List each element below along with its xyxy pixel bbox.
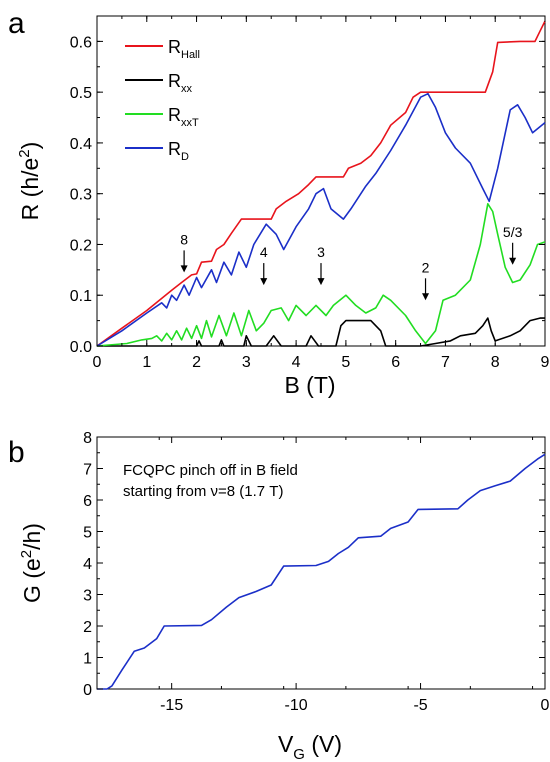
- legend-label: Rxx: [168, 71, 193, 95]
- x-tick-label: 4: [292, 354, 301, 371]
- x-tick-label: 5: [341, 354, 350, 371]
- annotation-label: 3: [317, 244, 325, 260]
- y-tick-label: 8: [83, 430, 92, 447]
- annotation-arrow-head: [422, 293, 430, 301]
- panel-b: b -15 -10 -5 0 0 1 2 3 4 5 6 7 8 FCQPC pinch off in …: [8, 430, 550, 762]
- panel-a-ylabel: R (h/e2): [16, 142, 43, 221]
- x-tick-label: 1: [142, 354, 151, 371]
- panel-b-note-line1: FCQPC pinch off in B field: [123, 462, 298, 479]
- x-tick-label: 0: [541, 697, 550, 714]
- y-tick-label: 6: [83, 493, 92, 510]
- panel-b-label: b: [8, 436, 25, 469]
- legend-label: RxxT: [168, 105, 199, 129]
- y-tick-label: 3: [83, 588, 92, 605]
- y-tick-label: 4: [83, 556, 92, 573]
- x-tick-label: -5: [413, 697, 427, 714]
- panel-a-label: a: [8, 7, 25, 40]
- x-tick-label: 3: [242, 354, 251, 371]
- annotation-label: 4: [260, 244, 268, 260]
- legend-label: RHall: [168, 37, 200, 61]
- y-tick-label: 0.1: [70, 288, 92, 305]
- y-tick-label: 1: [83, 651, 92, 668]
- y-tick-label: 0: [83, 682, 92, 699]
- panel-a: a 0 1 2 3 4 5 6 7 8 9 0.0 0.1 0.2 0.3 0.4 0.5 0.6 RHall R…: [8, 7, 550, 398]
- y-tick-label: 0.2: [70, 237, 92, 254]
- annotation-arrow-head: [509, 257, 517, 265]
- y-tick-label: 0.4: [70, 136, 92, 153]
- legend-label: RD: [168, 139, 189, 163]
- x-tick-label: 9: [541, 354, 550, 371]
- annotation-label: 8: [180, 231, 188, 247]
- y-tick-label: 0.0: [70, 339, 92, 356]
- x-tick-label: -15: [160, 697, 183, 714]
- panel-b-xlabel: VG (V): [278, 731, 342, 762]
- panel-b-note-line2: starting from ν=8 (1.7 T): [123, 483, 283, 500]
- panel-b-ylabel: G (e2/h): [18, 523, 45, 603]
- series-line-RD: [96, 92, 546, 347]
- x-tick-label: 7: [441, 354, 450, 371]
- series-line-G: [97, 453, 546, 690]
- annotation-label: 2: [422, 259, 430, 275]
- x-tick-label: 2: [192, 354, 201, 371]
- y-tick-label: 0.6: [70, 34, 92, 51]
- y-tick-label: 5: [83, 525, 92, 542]
- annotation-arrow-head: [180, 265, 188, 273]
- annotation-label: 5/3: [503, 224, 523, 240]
- series-line-RxxT: [96, 203, 546, 347]
- y-tick-label: 0.3: [70, 187, 92, 204]
- series-line-RHall: [96, 20, 546, 347]
- annotation-arrow-head: [317, 278, 325, 286]
- x-tick-label: -10: [285, 697, 308, 714]
- y-tick-label: 7: [83, 462, 92, 479]
- y-tick-label: 2: [83, 619, 92, 636]
- x-tick-label: 8: [491, 354, 500, 371]
- x-tick-label: 0: [93, 354, 102, 371]
- y-tick-label: 0.5: [70, 85, 92, 102]
- x-tick-label: 6: [391, 354, 400, 371]
- annotation-arrow-head: [260, 278, 268, 286]
- series-line-Rxx: [97, 317, 545, 347]
- panel-a-xlabel: B (T): [284, 372, 335, 398]
